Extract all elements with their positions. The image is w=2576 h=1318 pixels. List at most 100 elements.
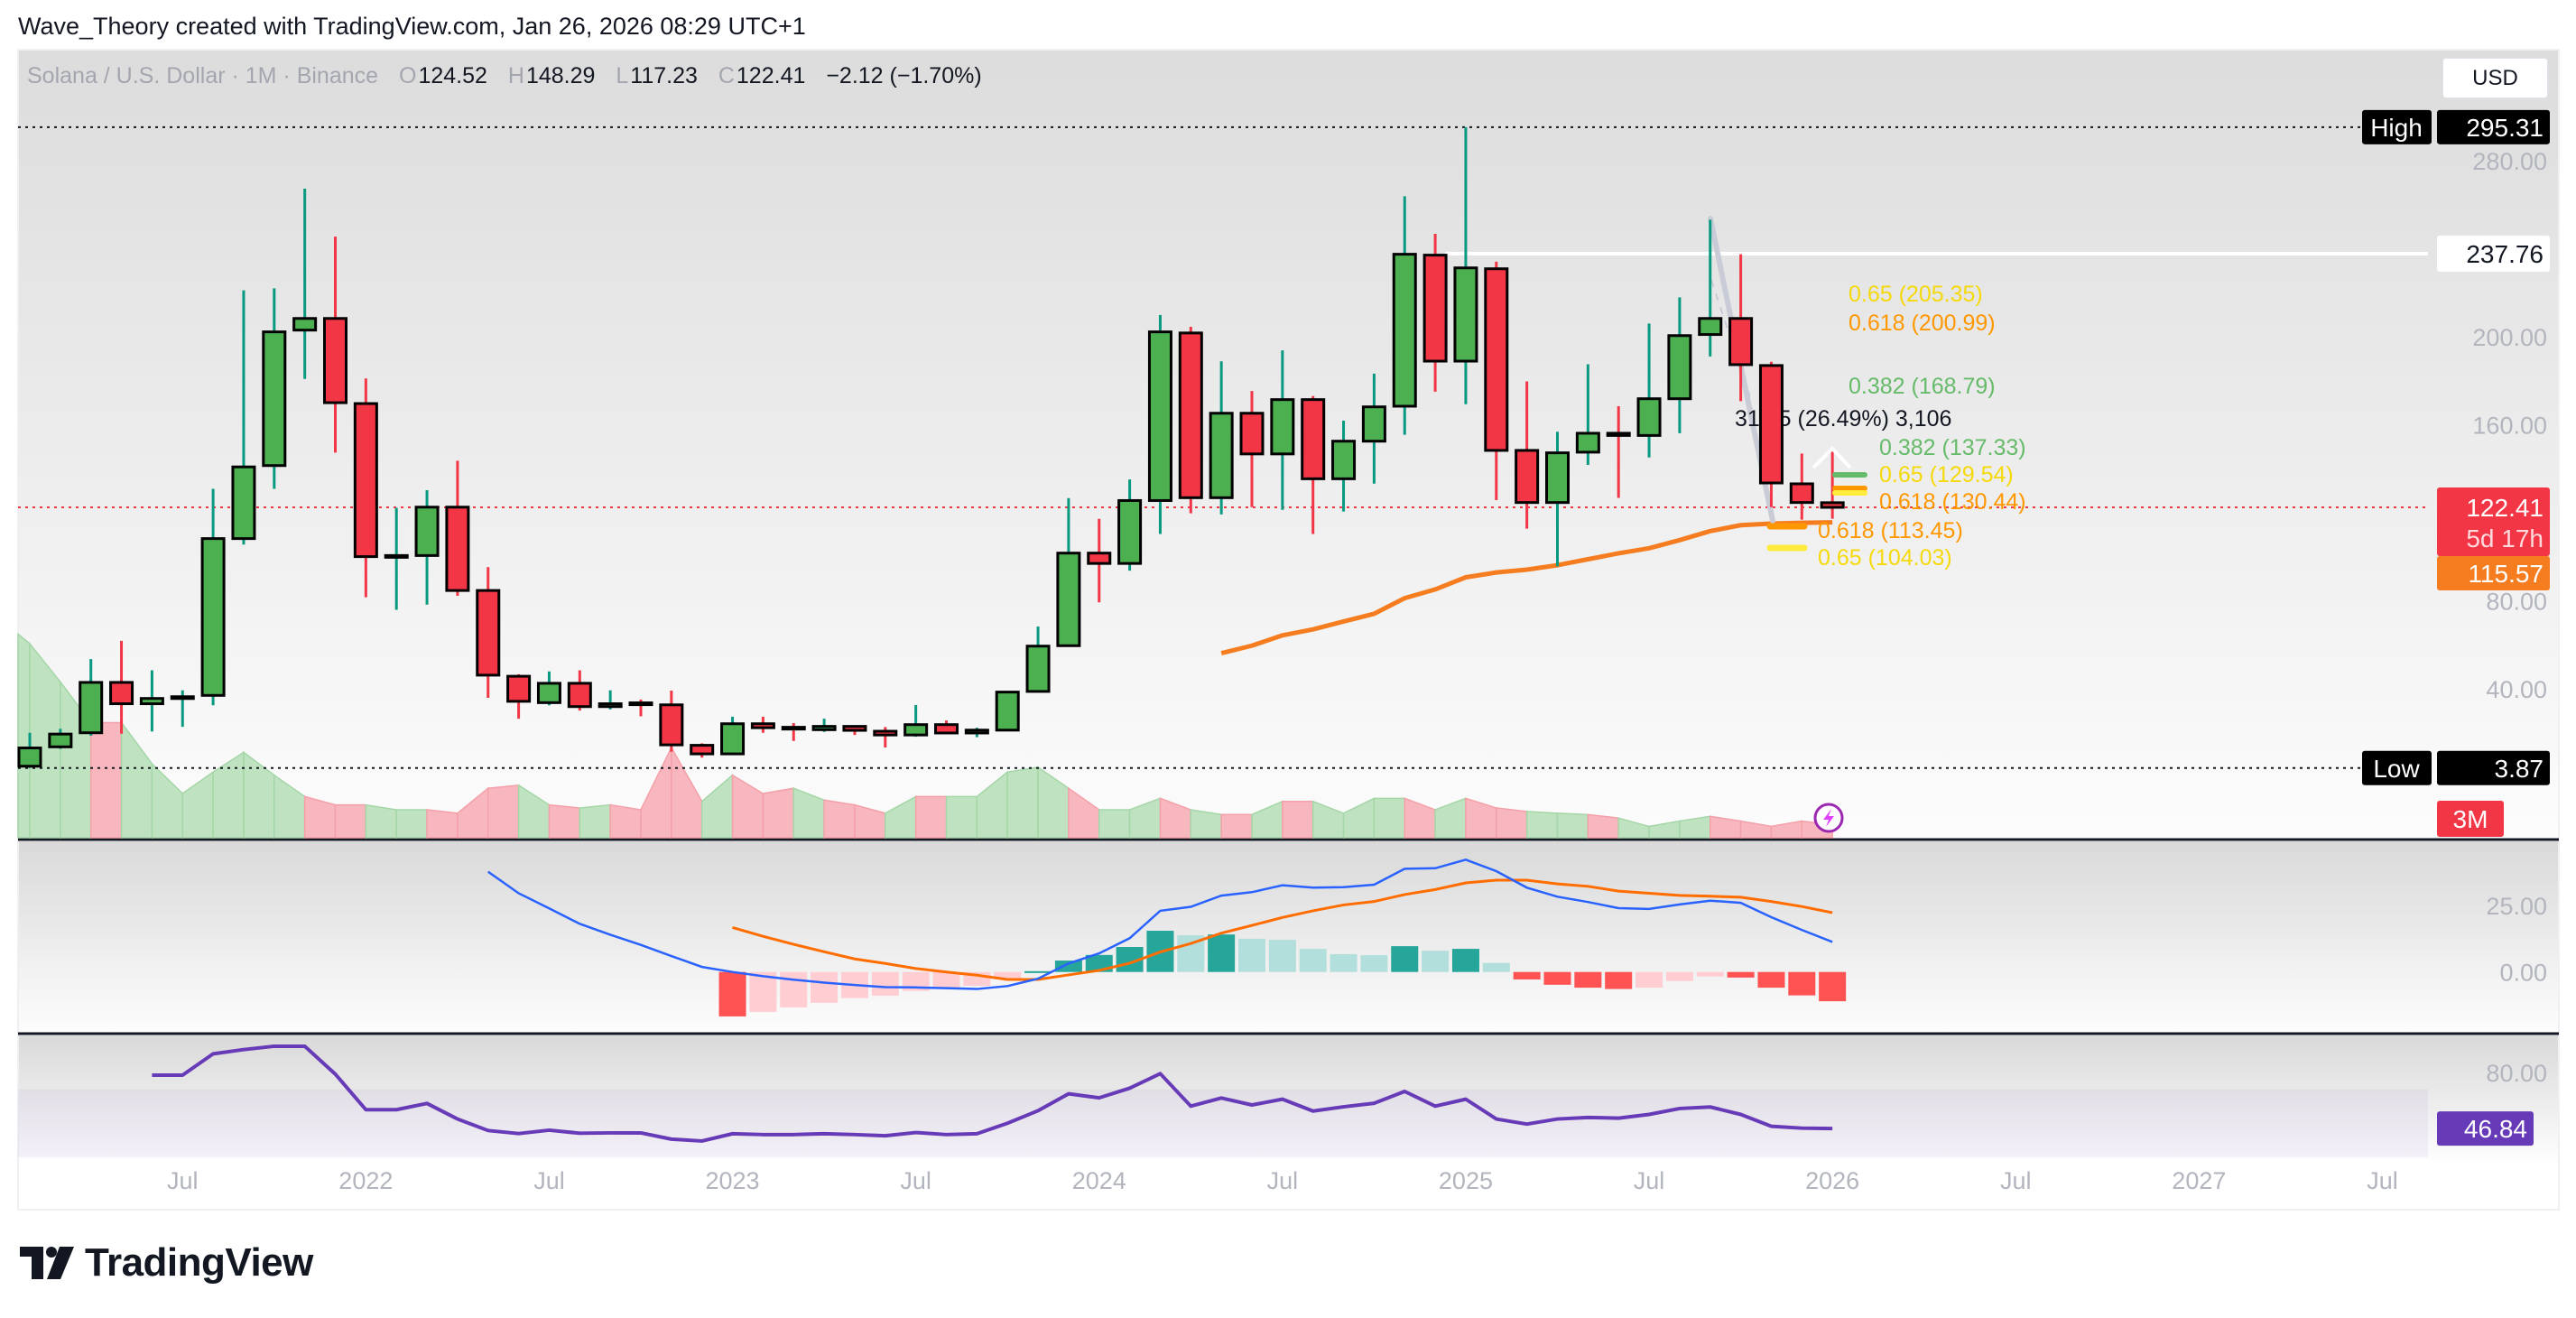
candle[interactable] — [1178, 327, 1203, 514]
candle[interactable] — [1606, 405, 1631, 498]
candle[interactable] — [1484, 261, 1509, 500]
macd-line[interactable] — [487, 859, 1833, 990]
high-label-badge — [2362, 109, 2432, 144]
candle[interactable] — [842, 725, 867, 736]
candle[interactable] — [628, 699, 653, 717]
candle-body — [292, 317, 318, 332]
candle[interactable] — [567, 670, 592, 711]
candle[interactable] — [1331, 421, 1357, 512]
candle[interactable] — [1361, 373, 1386, 484]
candle[interactable] — [1789, 453, 1814, 520]
candle[interactable] — [323, 237, 347, 453]
macd-histogram-bar — [780, 971, 808, 1007]
macd-signal-line[interactable] — [732, 878, 1833, 981]
time-axis-label: Jul — [1634, 1167, 1665, 1194]
macd-pane[interactable] — [18, 841, 2559, 1033]
volume-segment — [365, 803, 397, 839]
candle[interactable] — [1515, 381, 1540, 529]
candle[interactable] — [1209, 361, 1234, 515]
candle[interactable] — [1667, 297, 1692, 433]
candle[interactable] — [109, 640, 134, 734]
candle[interactable] — [231, 290, 256, 545]
tradingview-logo-text: TradingView — [85, 1240, 313, 1285]
candle[interactable] — [48, 729, 73, 749]
symbol-description[interactable]: Solana / U.S. Dollar · 1M · Binance — [27, 63, 379, 88]
candle[interactable] — [1758, 361, 1784, 507]
candle[interactable] — [1575, 364, 1600, 466]
candle[interactable] — [781, 722, 806, 741]
candle[interactable] — [720, 716, 746, 756]
candle[interactable] — [1147, 314, 1172, 534]
candle[interactable] — [1117, 479, 1143, 571]
candle[interactable] — [445, 460, 470, 596]
candle[interactable] — [384, 507, 409, 610]
candle-body — [1820, 501, 1845, 509]
candle[interactable] — [934, 720, 959, 735]
candle[interactable] — [17, 732, 42, 768]
price-axis-label: 200.00 — [2472, 324, 2547, 351]
candle[interactable] — [353, 378, 378, 598]
candle[interactable] — [1453, 126, 1478, 404]
candle[interactable] — [1820, 450, 1845, 519]
candle[interactable] — [1422, 233, 1448, 392]
time-axis-label: Jul — [2367, 1167, 2398, 1194]
candle[interactable] — [1545, 432, 1570, 567]
candle[interactable] — [506, 673, 532, 719]
volume-segment — [1525, 811, 1559, 839]
candle[interactable] — [1301, 395, 1326, 534]
candle-body — [659, 703, 684, 747]
candle-body — [1698, 317, 1723, 337]
flash-icon[interactable] — [1813, 803, 1844, 833]
candle[interactable] — [414, 490, 440, 605]
ohlc-legend: Solana / U.S. Dollar · 1M · Binance O124… — [27, 63, 984, 89]
time-axis[interactable] — [18, 1160, 2559, 1210]
chevron-up-icon[interactable] — [1812, 446, 1852, 469]
candle[interactable] — [1025, 627, 1051, 693]
candle-body — [934, 723, 959, 735]
candle[interactable] — [1056, 497, 1081, 647]
candle-body — [1056, 552, 1081, 647]
candle[interactable] — [1728, 254, 1754, 402]
candle-body — [1484, 267, 1509, 452]
macd-histogram-bar — [1513, 971, 1541, 979]
candle[interactable] — [139, 670, 164, 732]
bar-countdown-text: 5d 17h — [2466, 524, 2544, 552]
candle[interactable] — [1392, 196, 1417, 435]
candle[interactable] — [964, 728, 989, 738]
candle[interactable] — [659, 690, 684, 752]
candle[interactable] — [903, 705, 929, 738]
volume-segment — [945, 795, 978, 839]
candle[interactable] — [170, 690, 195, 728]
candle[interactable] — [1087, 518, 1112, 603]
candle[interactable] — [476, 567, 501, 698]
candle[interactable] — [598, 690, 623, 710]
candle-body — [1270, 398, 1295, 456]
candle[interactable] — [1270, 350, 1295, 510]
macd-histogram-bar — [1330, 953, 1357, 972]
candle[interactable] — [292, 189, 318, 379]
currency-button[interactable]: USD — [2442, 58, 2548, 98]
candle-body — [1515, 449, 1540, 505]
candle[interactable] — [873, 727, 898, 748]
candle[interactable] — [750, 716, 775, 733]
candle[interactable] — [536, 671, 561, 706]
candle[interactable] — [1239, 391, 1265, 507]
candle-body — [628, 701, 653, 707]
candle[interactable] — [200, 488, 226, 706]
candle[interactable] — [1636, 323, 1662, 458]
moving-average-line[interactable] — [1220, 520, 1833, 655]
candle-body — [1331, 440, 1357, 480]
candle[interactable] — [262, 288, 287, 489]
candle[interactable] — [79, 659, 104, 736]
candle[interactable] — [1698, 219, 1723, 357]
candle[interactable] — [690, 743, 715, 758]
level-price-badge — [2437, 236, 2550, 273]
candle[interactable] — [811, 719, 837, 732]
candle[interactable] — [995, 691, 1020, 732]
tradingview-logo[interactable]: TradingView — [20, 1240, 313, 1286]
rsi-pane[interactable] — [18, 1035, 2559, 1160]
rsi-line[interactable] — [152, 1044, 1833, 1143]
candle-body — [1239, 412, 1265, 456]
